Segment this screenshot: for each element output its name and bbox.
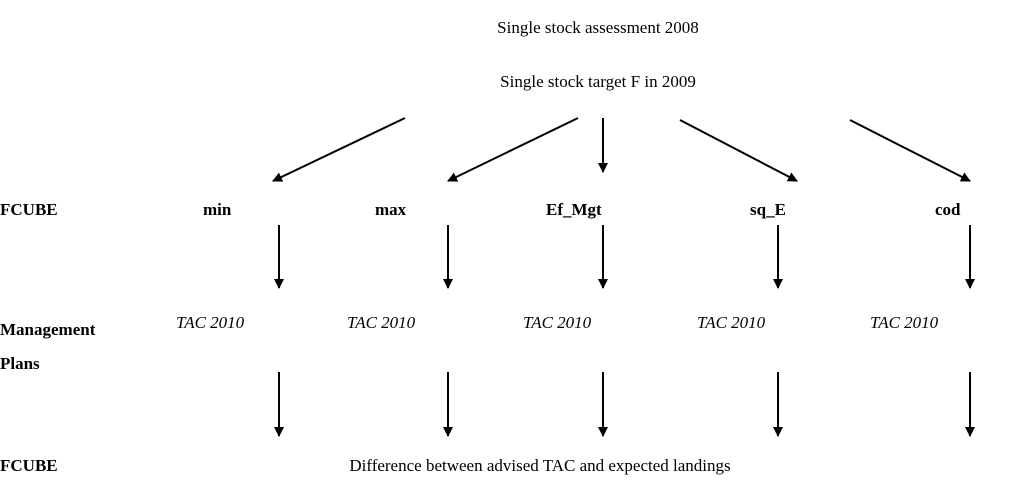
tac: TAC 2010 xyxy=(697,313,766,332)
header-target: Single stock target F in 2009 xyxy=(500,72,696,91)
header-assessment: Single stock assessment 2008 xyxy=(497,18,699,37)
arrow xyxy=(849,119,971,182)
tac: TAC 2010 xyxy=(523,313,592,332)
row-label: FCUBE xyxy=(0,456,58,475)
scenario: min xyxy=(203,200,232,219)
scenario: cod xyxy=(935,200,961,219)
row-label: Management Plans xyxy=(0,320,96,373)
arrow xyxy=(447,117,579,182)
tac: TAC 2010 xyxy=(176,313,245,332)
scenario: Ef_Mgt xyxy=(546,200,602,219)
arrow xyxy=(272,117,406,182)
arrow xyxy=(679,119,798,182)
result: Difference between advised TAC and expec… xyxy=(349,456,731,475)
scenario: sq_E xyxy=(750,200,786,219)
scenario: max xyxy=(375,200,407,219)
tac: TAC 2010 xyxy=(870,313,939,332)
arrow-group xyxy=(272,117,975,437)
row-label: FCUBE xyxy=(0,200,58,219)
tac: TAC 2010 xyxy=(347,313,416,332)
